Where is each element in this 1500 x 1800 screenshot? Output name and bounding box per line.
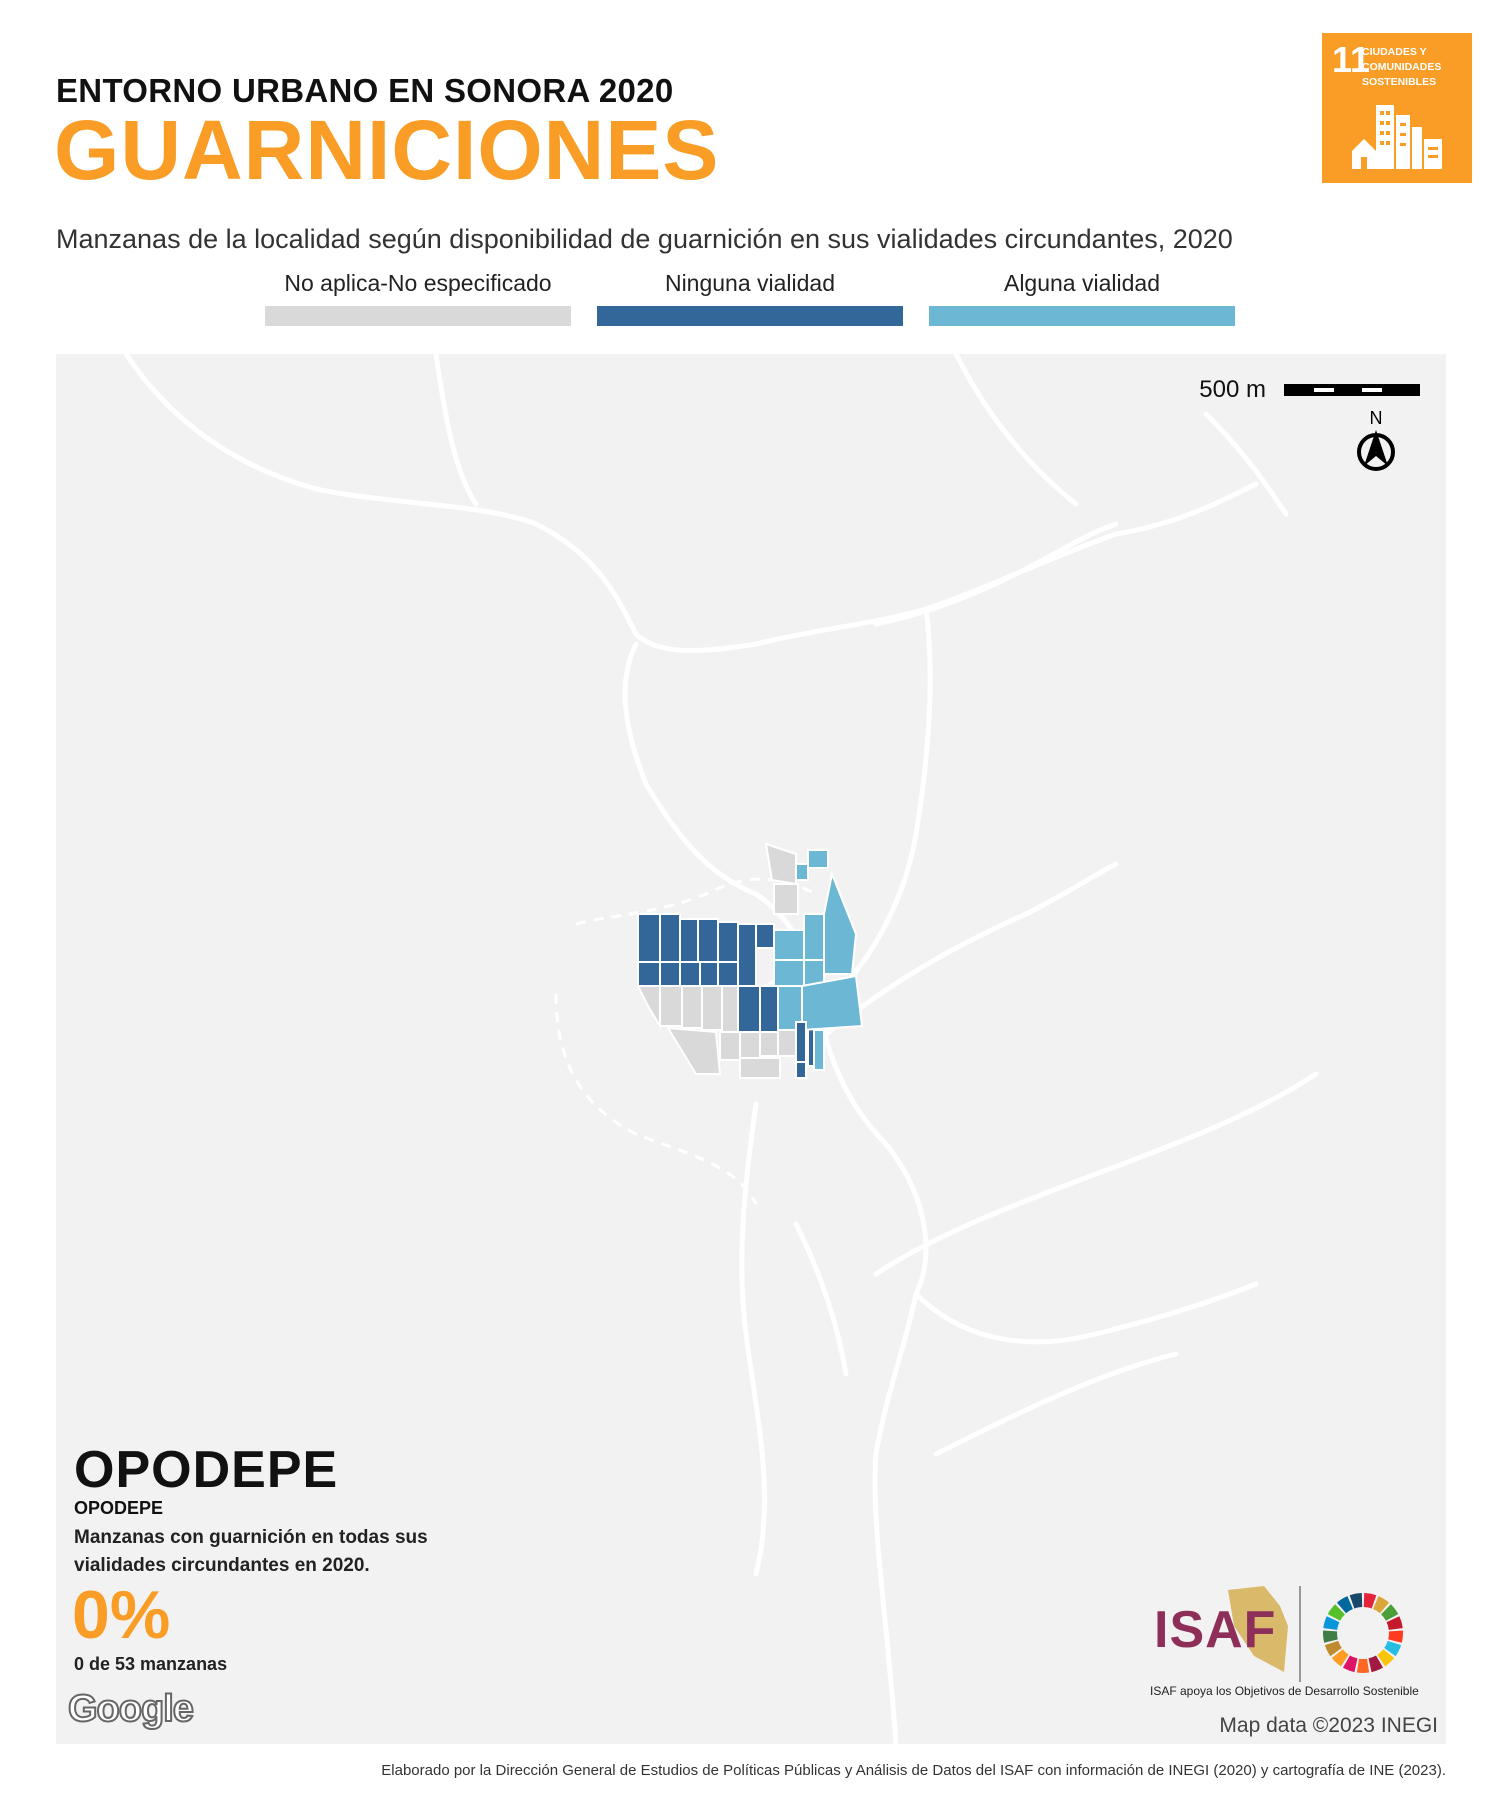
map-panel[interactable]: 500 m N OPODEPE OPODEPE Manzanas con gua… (56, 354, 1446, 1744)
boundary-lines (554, 877, 817, 1205)
legend-swatch-alguna (929, 306, 1235, 326)
legend-label-no-aplica: No aplica-No especificado (284, 270, 552, 296)
city-blocks (636, 842, 864, 1079)
sdg-wheel-segment (1336, 1596, 1353, 1614)
sdg-wheel-segment (1373, 1596, 1390, 1614)
sdg-wheel-segment (1323, 1616, 1340, 1630)
sdg-wheel-segment (1388, 1630, 1403, 1643)
scale-bar (1284, 384, 1420, 396)
locality-name: OPODEPE (74, 1441, 339, 1499)
legend-label-alguna: Alguna vialidad (1003, 270, 1160, 296)
sdg-wheel-segment (1349, 1593, 1363, 1609)
isaf-logo: ISAF (1154, 1601, 1277, 1659)
blocks-no-aplica (636, 842, 807, 1079)
sdg-wheel-segment (1363, 1593, 1377, 1609)
city-buildings-icon (1352, 105, 1442, 169)
sdg-wheel-segment (1324, 1640, 1342, 1657)
municipality-name: OPODEPE (74, 1498, 164, 1518)
sdg-wheel-segment (1368, 1655, 1384, 1673)
legend-swatch-no-aplica (265, 306, 571, 326)
sdg-number: 11 (1332, 39, 1371, 80)
percent-value: 0% (72, 1577, 171, 1653)
legend-swatch-ninguna (597, 306, 903, 326)
road-network (123, 354, 1319, 1744)
sdg-text: CIUDADES Y COMUNIDADES SOSTENIBLES (1362, 46, 1442, 89)
blocks-ninguna-vialidad (637, 913, 817, 1079)
map-subtitle: Manzanas de la localidad según disponibi… (56, 224, 1233, 254)
sdg-11-badge: 11 CIUDADES Y COMUNIDADES SOSTENIBLES (1322, 33, 1472, 183)
page-title: GUARNICIONES (54, 103, 720, 197)
locality-description: Manzanas con guarnición en todas sus via… (74, 1527, 428, 1576)
sdg-wheel-segment (1323, 1630, 1338, 1643)
svg-text:N: N (1370, 408, 1383, 428)
map-base (123, 354, 1319, 1744)
google-logo: Google (67, 1687, 195, 1731)
blocks-alguna-vialidad (773, 849, 864, 1071)
isaf-caption: ISAF apoya los Objetivos de Desarrollo S… (1150, 1684, 1419, 1698)
sdg-wheel-segment (1384, 1640, 1402, 1657)
block-count: 0 de 53 manzanas (74, 1654, 228, 1674)
divider (1299, 1586, 1301, 1682)
sdg-wheel-segment (1381, 1604, 1399, 1621)
scale-label: 500 m (1199, 376, 1266, 403)
header-kicker: ENTORNO URBANO EN SONORA 2020 (56, 72, 674, 109)
sdg-wheel-icon (1323, 1593, 1403, 1673)
sonora-map-icon (1228, 1586, 1288, 1672)
map-attribution: Map data ©2023 INEGI (1219, 1714, 1438, 1737)
sdg-wheel-segment (1327, 1604, 1345, 1621)
sdg-wheel-segment (1356, 1658, 1370, 1673)
footer-credits: Elaborado por la Dirección General de Es… (381, 1762, 1446, 1779)
sdg-wheel-segment (1342, 1655, 1358, 1673)
north-arrow-icon: N (1357, 408, 1395, 471)
sdg-wheel-segment (1377, 1649, 1395, 1667)
sdg-wheel-segment (1331, 1649, 1349, 1667)
legend-label-ninguna: Ninguna vialidad (664, 270, 836, 296)
sdg-wheel-segment (1386, 1616, 1403, 1630)
isaf-logo-block: ISAF ISAF apoya los Objetivos de Desarro… (1150, 1586, 1440, 1706)
